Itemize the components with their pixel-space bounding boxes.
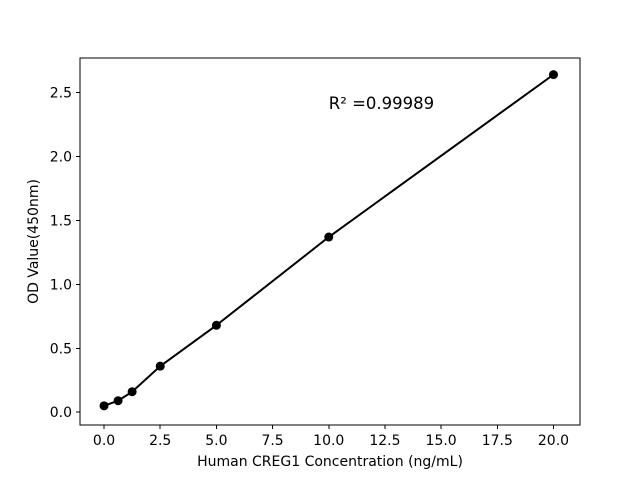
x-tick-label: 12.5	[369, 433, 400, 449]
series-layer	[99, 70, 558, 411]
data-point	[548, 70, 558, 80]
data-point	[324, 232, 334, 242]
x-tick-label: 17.5	[482, 433, 513, 449]
x-tick-label: 10.0	[313, 433, 344, 449]
y-axis-label: OD Value(450nm)	[26, 179, 42, 304]
y-tick-label: 2.0	[50, 149, 72, 165]
x-tick-label: 15.0	[426, 433, 457, 449]
x-tick-label: 20.0	[538, 433, 569, 449]
y-tick-label: 0.5	[50, 341, 72, 357]
x-axis-label: Human CREG1 Concentration (ng/mL)	[197, 454, 463, 470]
y-tick-label: 2.5	[50, 86, 72, 102]
data-point	[211, 320, 221, 330]
data-point	[155, 361, 165, 371]
y-tick-label: 1.5	[50, 213, 72, 229]
x-axis-ticks: 0.0 2.5 5.0 7.5 10.0 12.5 15.0 17.5 20.0	[93, 425, 569, 449]
y-tick-label: 1.0	[50, 277, 72, 293]
data-point	[127, 387, 137, 397]
x-tick-label: 2.5	[149, 433, 171, 449]
data-point	[99, 401, 109, 411]
x-tick-label: 7.5	[261, 433, 283, 449]
data-point	[113, 396, 123, 406]
annotation-layer: R² =0.99989	[329, 94, 434, 113]
y-tick-label: 0.0	[50, 405, 72, 421]
x-tick-label: 0.0	[93, 433, 115, 449]
y-axis-ticks: 0.0 0.5 1.0 1.5 2.0 2.5	[50, 86, 80, 421]
plot-frame	[79, 57, 581, 426]
x-tick-label: 5.0	[205, 433, 227, 449]
r-squared-annotation: R² =0.99989	[329, 94, 434, 113]
